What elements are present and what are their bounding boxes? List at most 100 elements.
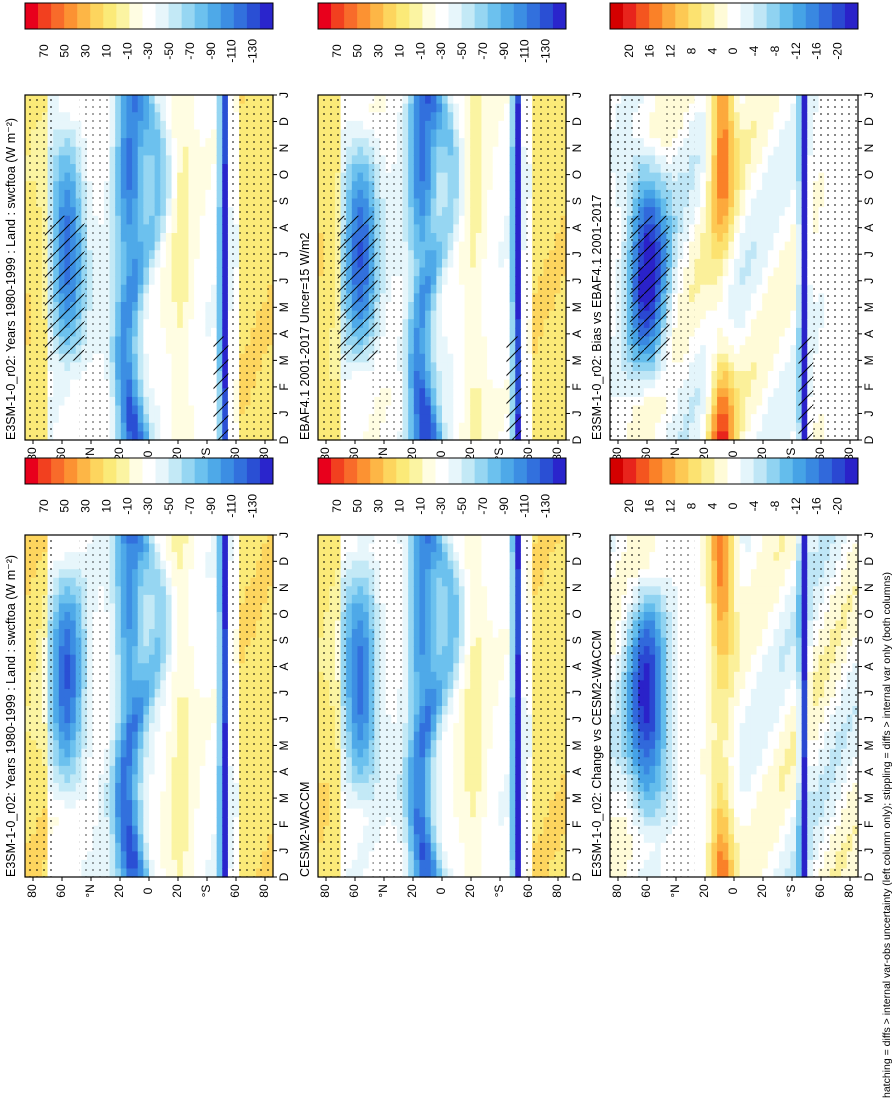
heatmap-cell bbox=[649, 379, 656, 389]
heatmap-cell bbox=[109, 396, 116, 407]
heatmap-cell bbox=[154, 146, 161, 156]
heatmap-cell bbox=[481, 362, 488, 372]
heatmap-cell bbox=[717, 276, 724, 286]
heatmap-cell bbox=[638, 362, 645, 372]
heatmap-cell bbox=[458, 258, 466, 269]
heatmap-cell bbox=[199, 396, 206, 407]
heatmap-cell bbox=[453, 181, 460, 191]
heatmap-cell bbox=[109, 215, 116, 225]
heatmap-cell bbox=[447, 129, 454, 139]
heatmap-cell bbox=[784, 379, 791, 389]
heatmap-cell bbox=[447, 414, 454, 424]
heatmap-cell bbox=[177, 422, 184, 432]
heatmap-cell bbox=[222, 112, 229, 122]
heatmap-cell bbox=[182, 258, 190, 269]
heatmap-cell bbox=[109, 258, 116, 269]
heatmap-cell bbox=[649, 198, 656, 208]
heatmap-cell bbox=[194, 129, 201, 139]
heatmap-cell bbox=[734, 224, 741, 234]
heatmap-cell bbox=[762, 215, 769, 225]
heatmap-cell bbox=[492, 379, 499, 389]
heatmap-cell bbox=[470, 319, 477, 329]
heatmap-cell bbox=[408, 293, 415, 303]
heatmap-cell bbox=[160, 396, 167, 407]
latitude-tick-label: 0 bbox=[434, 450, 448, 457]
heatmap-cell bbox=[487, 103, 494, 113]
heatmap-cell bbox=[779, 353, 786, 363]
heatmap-cell bbox=[436, 112, 443, 122]
heatmap-cell bbox=[149, 215, 156, 225]
heatmap-cell bbox=[165, 353, 173, 363]
heatmap-cell bbox=[199, 258, 206, 269]
heatmap-cell bbox=[160, 431, 167, 441]
heatmap-cell bbox=[700, 276, 707, 286]
heatmap-cell bbox=[182, 310, 190, 320]
heatmap-cell bbox=[115, 138, 122, 148]
heatmap-cell bbox=[70, 431, 77, 441]
heatmap-cell bbox=[132, 310, 139, 320]
heatmap-cell bbox=[700, 422, 707, 432]
heatmap-cell bbox=[182, 353, 190, 363]
heatmap-cell bbox=[137, 120, 144, 131]
heatmap-cell bbox=[453, 371, 460, 381]
heatmap-cell bbox=[137, 198, 144, 208]
heatmap-cell bbox=[154, 224, 161, 234]
heatmap-cell bbox=[425, 336, 432, 346]
heatmap-cell bbox=[464, 120, 471, 131]
heatmap-cell bbox=[425, 388, 432, 398]
heatmap-cell bbox=[458, 267, 466, 277]
heatmap-cell bbox=[700, 431, 707, 441]
heatmap-cell bbox=[165, 396, 173, 407]
heatmap-cell bbox=[194, 189, 201, 200]
heatmap-cell bbox=[120, 422, 128, 432]
heatmap-cell bbox=[458, 276, 466, 286]
colorbar-label: 30 bbox=[79, 44, 93, 58]
heatmap-cell bbox=[509, 293, 516, 303]
heatmap-cell bbox=[655, 129, 662, 139]
heatmap-cell bbox=[165, 258, 173, 269]
heatmap-cell bbox=[126, 431, 133, 441]
heatmap-cell bbox=[475, 422, 483, 432]
heatmap-cell bbox=[182, 327, 190, 338]
heatmap-cell bbox=[436, 302, 443, 312]
heatmap-cell bbox=[779, 396, 786, 407]
heatmap-cell bbox=[728, 405, 735, 415]
month-tick-label: J bbox=[570, 278, 584, 284]
heatmap-cell bbox=[767, 362, 775, 372]
heatmap-cell bbox=[120, 103, 128, 113]
heatmap-cell bbox=[739, 164, 746, 174]
heatmap-cell bbox=[126, 414, 133, 424]
heatmap-cell bbox=[643, 371, 651, 381]
heatmap-cell bbox=[171, 233, 178, 243]
heatmap-cell bbox=[734, 379, 741, 389]
heatmap-cell bbox=[368, 371, 375, 381]
heatmap-cell bbox=[700, 146, 707, 156]
heatmap-cell bbox=[492, 258, 499, 269]
heatmap-cell bbox=[436, 224, 443, 234]
heatmap-cell bbox=[120, 146, 128, 156]
heatmap-cell bbox=[453, 319, 460, 329]
heatmap-cell bbox=[75, 405, 82, 415]
heatmap-cell bbox=[436, 215, 443, 225]
heatmap-cell bbox=[745, 172, 752, 182]
heatmap-cell bbox=[75, 95, 82, 105]
heatmap-cell bbox=[711, 138, 718, 148]
heatmap-cell bbox=[509, 164, 516, 174]
heatmap-cell bbox=[442, 198, 449, 208]
heatmap-cell bbox=[171, 103, 178, 113]
heatmap-cell bbox=[492, 414, 499, 424]
heatmap-cell bbox=[216, 215, 223, 225]
heatmap-cell bbox=[120, 336, 128, 346]
heatmap-cell bbox=[357, 129, 364, 139]
heatmap-cell bbox=[211, 233, 218, 243]
heatmap-cell bbox=[750, 319, 758, 329]
heatmap-cell bbox=[115, 431, 122, 441]
heatmap-cell bbox=[109, 431, 116, 441]
heatmap-cell bbox=[515, 310, 522, 320]
heatmap-cell bbox=[705, 146, 713, 156]
heatmap-cell bbox=[442, 241, 449, 251]
heatmap-cell bbox=[700, 181, 707, 191]
heatmap-cell bbox=[717, 138, 724, 148]
latitude-tick-label: 80 bbox=[257, 447, 271, 461]
heatmap-cell bbox=[739, 120, 746, 131]
